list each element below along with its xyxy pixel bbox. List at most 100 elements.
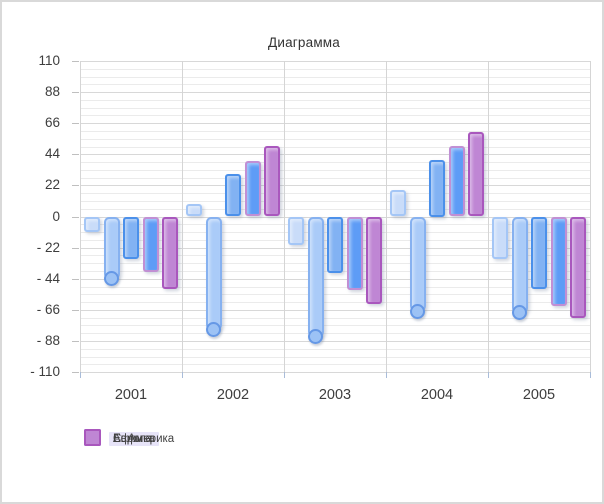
gridline-v — [590, 61, 591, 372]
y-tick-label: - 44 — [36, 270, 60, 286]
gridline-h-major — [80, 61, 590, 62]
gridline-h-minor — [80, 302, 590, 303]
bar-europe-2004[interactable] — [448, 145, 465, 217]
y-tick-label: 44 — [44, 146, 60, 162]
gridline-v — [80, 61, 81, 372]
gridline-h-minor — [80, 317, 590, 319]
legend-item-n-america[interactable]: С. Америка — [84, 429, 199, 449]
y-tick-mark — [72, 123, 79, 125]
bar-africa-2005[interactable] — [531, 216, 547, 289]
bar-asia-2004[interactable] — [390, 189, 406, 217]
gridline-h-minor — [80, 76, 590, 78]
gridline-h-minor — [80, 333, 590, 335]
gridline-h-minor — [80, 115, 590, 117]
y-tick-label: - 66 — [36, 301, 60, 317]
gridline-h-major — [80, 309, 590, 311]
y-tick-mark — [72, 154, 79, 156]
bar-africa-2002[interactable] — [225, 174, 241, 217]
bar-n-america-2002[interactable] — [264, 145, 280, 217]
y-tick-mark — [72, 340, 79, 342]
bar-drag-handle-2001[interactable] — [104, 271, 119, 287]
gridline-h-minor — [80, 364, 590, 366]
bar-drag-handle-2003[interactable] — [308, 329, 323, 345]
y-tick-mark — [72, 309, 79, 311]
gridline-h-minor — [80, 286, 590, 288]
y-tick-mark — [72, 185, 79, 187]
x-tick-label: 2005 — [522, 387, 556, 403]
bar-n-america-2005[interactable] — [570, 216, 586, 319]
bar-africa-2003[interactable] — [327, 216, 343, 273]
bar-unlabeled-2005[interactable] — [511, 216, 528, 313]
bar-europe-2003[interactable] — [346, 216, 363, 290]
y-tick-mark — [72, 92, 79, 94]
bar-n-america-2001[interactable] — [162, 216, 178, 289]
y-tick-mark — [72, 247, 79, 249]
x-tick-label: 2002 — [216, 387, 250, 403]
bar-unlabeled-2002[interactable] — [205, 216, 222, 330]
bar-unlabeled-2003[interactable] — [307, 216, 324, 337]
gridline-h-minor — [80, 169, 590, 171]
x-tick-mark — [590, 372, 591, 378]
gridline-h-minor — [80, 146, 590, 148]
gridline-h-minor — [80, 177, 590, 179]
bar-drag-handle-2004[interactable] — [410, 303, 425, 319]
gridline-h-minor — [80, 131, 590, 132]
bar-asia-2001[interactable] — [84, 216, 100, 233]
legend-label: Европа — [113, 433, 153, 445]
gridline-h-major — [80, 278, 590, 280]
x-tick-mark — [488, 372, 489, 378]
gridline-v — [284, 61, 285, 372]
legend-label: Африка — [109, 432, 159, 446]
y-tick-label: 66 — [44, 115, 60, 131]
gridline-v — [182, 61, 183, 372]
bar-asia-2002[interactable] — [186, 203, 202, 217]
gridline-h-major — [80, 340, 590, 342]
gridline-h-minor — [80, 193, 590, 195]
gridline-v — [488, 61, 489, 372]
bar-africa-2004[interactable] — [429, 160, 445, 217]
y-tick-mark — [72, 372, 79, 373]
bar-drag-handle-2005[interactable] — [512, 305, 527, 321]
gridline-h-minor — [80, 294, 590, 296]
y-tick-label: 0 — [52, 208, 60, 224]
bar-unlabeled-2004[interactable] — [409, 216, 426, 312]
x-tick-mark — [284, 372, 285, 378]
y-tick-label: 88 — [44, 84, 60, 100]
gridline-h-minor — [80, 68, 590, 70]
y-tick-label: - 22 — [36, 239, 60, 255]
bar-n-america-2004[interactable] — [468, 131, 484, 217]
gridline-h-minor — [80, 107, 590, 109]
gridline-h-major — [80, 372, 590, 373]
y-tick-label: 22 — [44, 177, 60, 193]
gridline-h-minor — [80, 162, 590, 164]
gridline-h-major — [80, 92, 590, 94]
bar-unlabeled-2001[interactable] — [103, 216, 120, 279]
gridline-h-major — [80, 185, 590, 187]
x-tick-label: 2001 — [114, 387, 148, 403]
y-tick-mark — [72, 216, 79, 218]
bar-europe-2002[interactable] — [244, 161, 261, 217]
gridline-h-major — [80, 123, 590, 125]
legend-swatch-n-america — [84, 429, 101, 446]
y-tick-mark — [72, 61, 79, 62]
bar-europe-2005[interactable] — [550, 216, 567, 306]
bar-europe-2001[interactable] — [142, 216, 159, 272]
legend-label: С. Америка — [113, 433, 175, 445]
x-tick-label: 2003 — [318, 387, 352, 403]
gridline-v — [386, 61, 387, 372]
gridline-h-minor — [80, 138, 590, 140]
bar-africa-2001[interactable] — [123, 216, 139, 259]
gridline-h-minor — [80, 208, 590, 210]
y-tick-label: - 110 — [30, 364, 60, 379]
bar-drag-handle-2002[interactable] — [206, 322, 221, 338]
x-tick-mark — [386, 372, 387, 378]
bar-n-america-2003[interactable] — [366, 216, 382, 305]
gridline-h-minor — [80, 356, 590, 358]
y-tick-mark — [72, 278, 79, 280]
bar-asia-2003[interactable] — [288, 216, 304, 245]
x-tick-mark — [182, 372, 183, 378]
chart-title: Диаграмма — [267, 35, 340, 50]
bar-asia-2005[interactable] — [492, 216, 508, 259]
